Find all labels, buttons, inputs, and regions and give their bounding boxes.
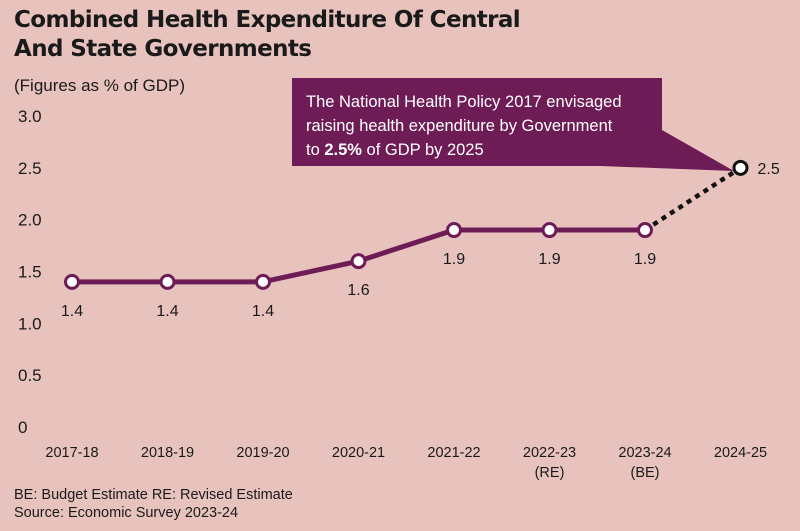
data-labels: 1.4 1.4 1.4 1.6 1.9 1.9 1.9 2.5 — [61, 161, 780, 320]
y-tick-label: 1.5 — [18, 263, 42, 282]
chart-title: Combined Health Expenditure Of Central A… — [14, 7, 521, 62]
x-tick-label: 2019-20 — [236, 445, 289, 461]
y-tick-label: 1.0 — [18, 314, 42, 333]
data-point — [541, 222, 558, 239]
callout-line-3-post: of GDP by 2025 — [361, 141, 484, 159]
data-label: 2.5 — [758, 161, 780, 178]
data-point — [446, 222, 462, 239]
data-point — [159, 273, 176, 290]
x-tick-label: 2024-25 — [714, 445, 767, 461]
data-label: 1.6 — [347, 282, 369, 299]
y-axis-unit-label: (Figures as % of GDP) — [14, 76, 185, 95]
callout-line-1: The National Health Policy 2017 envisage… — [306, 93, 622, 111]
abbreviation-legend: BE: Budget Estimate RE: Revised Estimate — [14, 487, 293, 503]
y-tick-label: 0 — [18, 418, 27, 437]
x-tick-label: 2017-18 — [45, 445, 98, 461]
data-label: 1.9 — [634, 251, 656, 268]
x-axis-ticks: 2017-18 2018-19 2019-20 2020-21 2021-22 2022-… — [45, 445, 767, 481]
x-tick-label: 2020-21 — [332, 445, 385, 461]
x-tick-sublabel: (RE) — [535, 465, 565, 481]
data-label: 1.9 — [538, 251, 560, 268]
y-tick-label: 3.0 — [18, 107, 42, 126]
data-point — [255, 273, 271, 290]
series-line-projected — [643, 165, 742, 232]
data-label: 1.4 — [252, 303, 274, 320]
x-tick-label: 2023-24 — [618, 445, 671, 461]
data-point — [350, 253, 367, 270]
callout-highlight-value: 2.5% — [324, 141, 362, 159]
y-axis-ticks: 0 0.5 1.0 1.5 2.0 2.5 3.0 — [18, 107, 42, 437]
x-tick-sublabel: (BE) — [631, 465, 660, 481]
data-point — [64, 273, 80, 290]
x-tick-label: 2021-22 — [427, 445, 480, 461]
series-points — [64, 159, 749, 290]
data-label: 1.9 — [443, 251, 465, 268]
y-tick-label: 2.5 — [18, 159, 42, 178]
source-note: Source: Economic Survey 2023-24 — [14, 505, 239, 521]
data-label: 1.4 — [156, 303, 178, 320]
x-tick-label: 2022-23 — [523, 445, 576, 461]
callout-line-2: raising health expenditure by Government — [306, 117, 613, 135]
data-point — [732, 159, 749, 176]
data-point — [637, 222, 653, 239]
callout-line-3-pre: to — [306, 141, 325, 159]
y-tick-label: 0.5 — [18, 366, 42, 385]
data-label: 1.4 — [61, 303, 83, 320]
y-tick-label: 2.0 — [18, 211, 42, 230]
policy-callout: The National Health Policy 2017 envisage… — [292, 78, 662, 166]
x-tick-label: 2018-19 — [141, 445, 194, 461]
callout-line-3: to 2.5% of GDP by 2025 — [306, 138, 648, 162]
